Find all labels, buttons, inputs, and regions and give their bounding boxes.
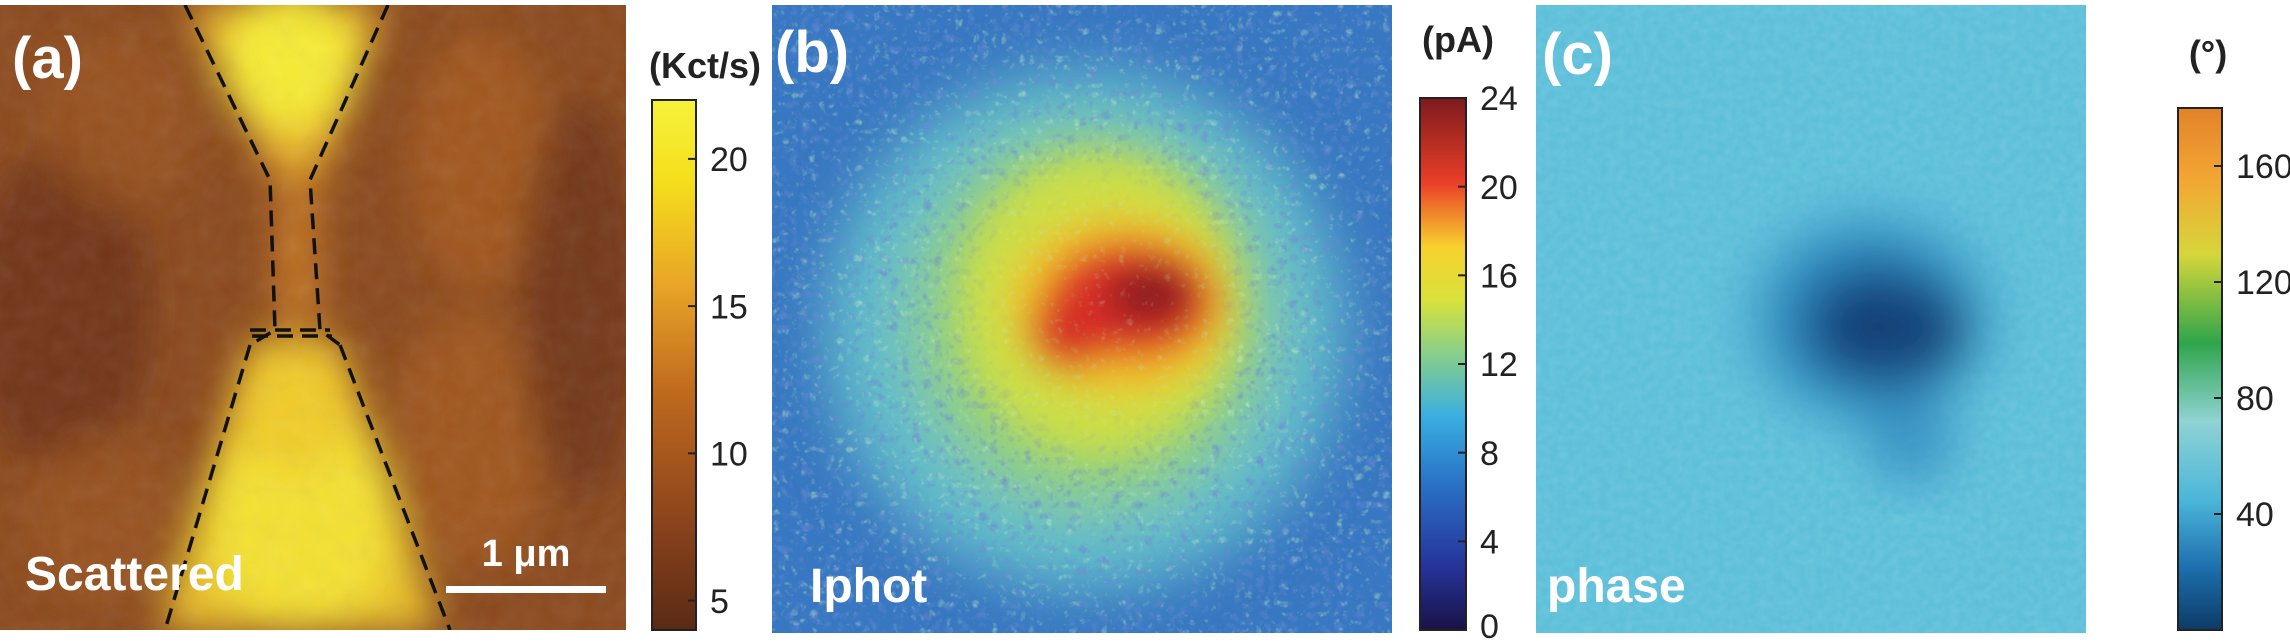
colorbar-tick-label: 24 <box>1480 80 1518 118</box>
colorbar-c-unit: (°) <box>2189 33 2227 74</box>
panel-a-image <box>0 5 626 630</box>
colorbar-tick-label: 10 <box>710 436 748 474</box>
panel-c-image <box>1536 5 2086 633</box>
colorbar-a-unit: (Kct/s) <box>649 45 761 86</box>
scale-bar: 1 μm <box>446 533 606 593</box>
panel-c-caption: phase <box>1547 560 1686 613</box>
colorbar-tick-label: 16 <box>1480 258 1518 296</box>
panel-a-caption: Scattered <box>25 548 244 601</box>
colorbar-a: (Kct/s) 20 15 10 5 <box>649 45 761 631</box>
colorbar-b: (pA) 24 20 16 12 8 4 0 <box>1419 19 1518 643</box>
colorbar-c: (°) 160 120 80 40 <box>2177 33 2290 631</box>
scale-bar-label: 1 μm <box>482 533 571 575</box>
colorbar-tick-label: 80 <box>2236 380 2274 418</box>
colorbar-tick-label: 15 <box>710 288 748 326</box>
colorbar-tick-label: 20 <box>1480 169 1518 207</box>
panel-c: (c) phase <box>1536 5 2086 633</box>
colorbar-b-unit: (pA) <box>1422 19 1494 60</box>
panel-b: (b) Iphot <box>772 5 1392 633</box>
bowtie-outline <box>163 5 452 630</box>
colorbar-tick-label: 8 <box>1480 435 1499 473</box>
colorbar-tick-label: 160 <box>2236 148 2290 186</box>
colorbar-tick-label: 4 <box>1480 524 1499 562</box>
panel-c-label: (c) <box>1542 22 1613 87</box>
colorbar-tick-label: 5 <box>710 583 729 621</box>
colorbar-tick-label: 12 <box>1480 346 1518 384</box>
colorbar-tick-label: 40 <box>2236 496 2274 534</box>
colorbar-c-strip <box>2177 107 2223 631</box>
panel-b-caption: Iphot <box>810 560 927 613</box>
colorbar-a-strip <box>651 99 697 631</box>
panel-a: (a) Scattered 1 μm <box>0 5 626 630</box>
colorbar-tick-label: 0 <box>1480 608 1499 643</box>
panel-b-image <box>772 5 1392 633</box>
panel-a-label: (a) <box>12 26 83 91</box>
panel-b-label: (b) <box>775 20 849 85</box>
colorbar-tick-label: 20 <box>710 141 748 179</box>
colorbar-tick-label: 120 <box>2236 264 2290 302</box>
